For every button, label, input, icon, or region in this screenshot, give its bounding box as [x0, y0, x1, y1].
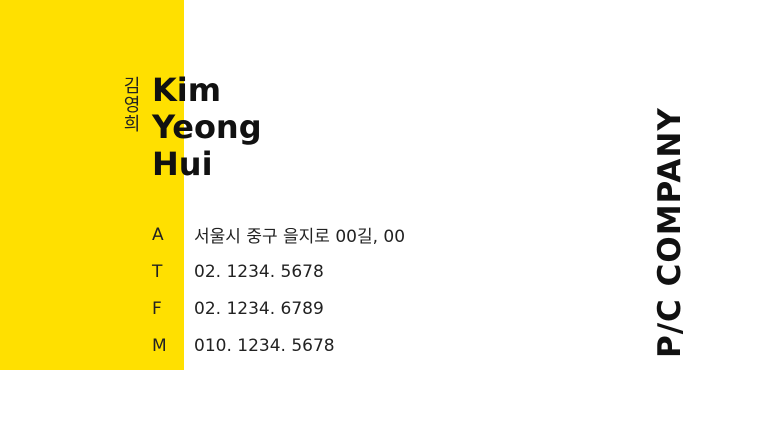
english-name-line-3: Hui [152, 145, 213, 183]
english-name: Kim Yeong Hui [152, 72, 372, 183]
english-name-line-2: Yeong [152, 108, 262, 146]
english-name-line-1: Kim [152, 71, 222, 109]
contact-row-telephone: T 02. 1234. 5678 [152, 253, 482, 290]
contact-value-mobile: 010. 1234. 5678 [194, 335, 335, 356]
contact-label-telephone: T [152, 261, 163, 282]
contact-label-address: A [152, 224, 164, 245]
korean-name: 김영희 [120, 76, 141, 133]
contact-value-fax: 02. 1234. 6789 [194, 298, 324, 319]
contact-list: A 서울시 중구 을지로 00길, 00 T 02. 1234. 5678 F … [152, 216, 482, 364]
contact-row-address: A 서울시 중구 을지로 00길, 00 [152, 216, 482, 253]
contact-label-fax: F [152, 298, 162, 319]
yellow-accent-block [0, 0, 184, 370]
company-name: P/C COMPANY [652, 107, 688, 358]
contact-row-mobile: M 010. 1234. 5678 [152, 327, 482, 364]
contact-label-mobile: M [152, 335, 167, 356]
contact-value-address: 서울시 중구 을지로 00길, 00 [194, 227, 406, 247]
contact-row-fax: F 02. 1234. 6789 [152, 290, 482, 327]
contact-value-telephone: 02. 1234. 5678 [194, 261, 324, 282]
